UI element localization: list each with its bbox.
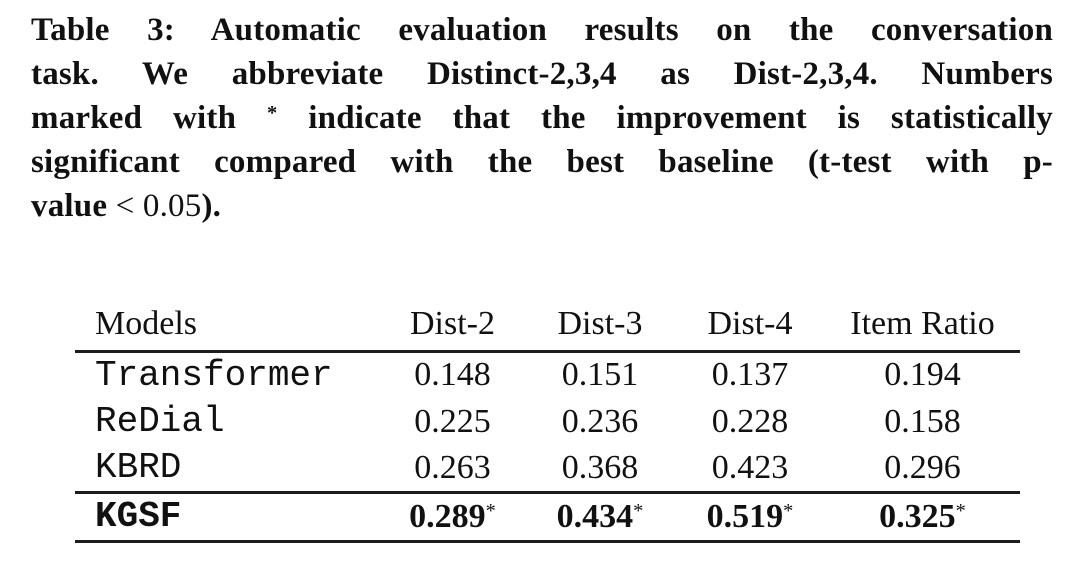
- metric-value: 0.519: [706, 497, 784, 535]
- model-name-cell: Transformer: [95, 354, 333, 396]
- model-name-cell: KBRD: [95, 447, 182, 489]
- significance-asterisk: *: [955, 499, 966, 522]
- caption-line-3: marked with * indicate that the improvem…: [31, 96, 1053, 140]
- caption-text: marked with: [31, 100, 268, 136]
- metric-value-cell: 0.368: [561, 448, 639, 486]
- column-header-item-ratio: Item Ratio: [825, 298, 1020, 353]
- metric-value-cell: 0.228: [711, 402, 789, 440]
- caption-line-5: value < 0.05).: [31, 184, 1053, 228]
- column-header-models: Models: [75, 298, 380, 353]
- metric-value-cell: 0.434*: [525, 490, 675, 543]
- table-caption: Table 3: Automatic evaluation results on…: [31, 8, 1053, 228]
- table-row-kbrd: KBRD 0.263 0.368 0.423 0.296: [75, 445, 1020, 492]
- caption-math-expression: < 0.05: [115, 188, 202, 224]
- significance-asterisk: *: [485, 499, 496, 522]
- caption-line-2: task. We abbreviate Distinct-2,3,4 as Di…: [31, 56, 1053, 92]
- metric-value-cell: 0.296: [884, 448, 961, 486]
- metric-value-cell: 0.225: [414, 402, 491, 440]
- model-name-cell: ReDial: [95, 401, 225, 442]
- caption-line-1: Table 3: Automatic evaluation results on…: [31, 12, 1053, 48]
- metric-value-cell: 0.148: [414, 356, 491, 394]
- metric-value-cell: 0.263: [414, 448, 491, 486]
- column-header-dist3: Dist-3: [525, 298, 675, 353]
- metric-value-cell: 0.158: [884, 402, 961, 440]
- model-name-cell: KGSF: [75, 490, 380, 543]
- table-row-transformer: Transformer 0.148 0.151 0.137 0.194: [75, 351, 1020, 398]
- metric-value: 0.434: [556, 497, 634, 535]
- table-row-kgsf: KGSF 0.289* 0.434* 0.519* 0.325*: [75, 490, 1020, 543]
- caption-asterisk: *: [267, 101, 278, 124]
- column-header-dist2: Dist-2: [380, 298, 525, 353]
- metric-value-cell: 0.519*: [675, 490, 825, 543]
- caption-line-4: significant compared with the best basel…: [31, 144, 1053, 180]
- metric-value-cell: 0.151: [561, 356, 639, 394]
- table-header-row: Models Dist-2 Dist-3 Dist-4 Item Ratio: [75, 298, 1020, 353]
- column-header-dist4: Dist-4: [675, 298, 825, 353]
- metric-value-cell: 0.236: [561, 402, 639, 440]
- caption-text: indicate that the improvement is statist…: [277, 100, 1053, 136]
- significance-asterisk: *: [783, 499, 794, 522]
- results-table: Models Dist-2 Dist-3 Dist-4 Item Ratio T…: [75, 298, 1020, 543]
- metric-value: 0.289: [409, 497, 486, 535]
- metric-value-cell: 0.289*: [380, 490, 525, 543]
- caption-text: value: [31, 188, 116, 224]
- metric-value-cell: 0.194: [884, 356, 961, 394]
- metric-value: 0.325: [879, 497, 956, 535]
- caption-text: ).: [201, 188, 222, 224]
- metric-value-cell: 0.325*: [825, 490, 1020, 543]
- metric-value-cell: 0.137: [711, 356, 789, 394]
- metric-value-cell: 0.423: [711, 448, 789, 486]
- significance-asterisk: *: [633, 499, 644, 522]
- table-row-redial: ReDial 0.225 0.236 0.228 0.158: [75, 398, 1020, 445]
